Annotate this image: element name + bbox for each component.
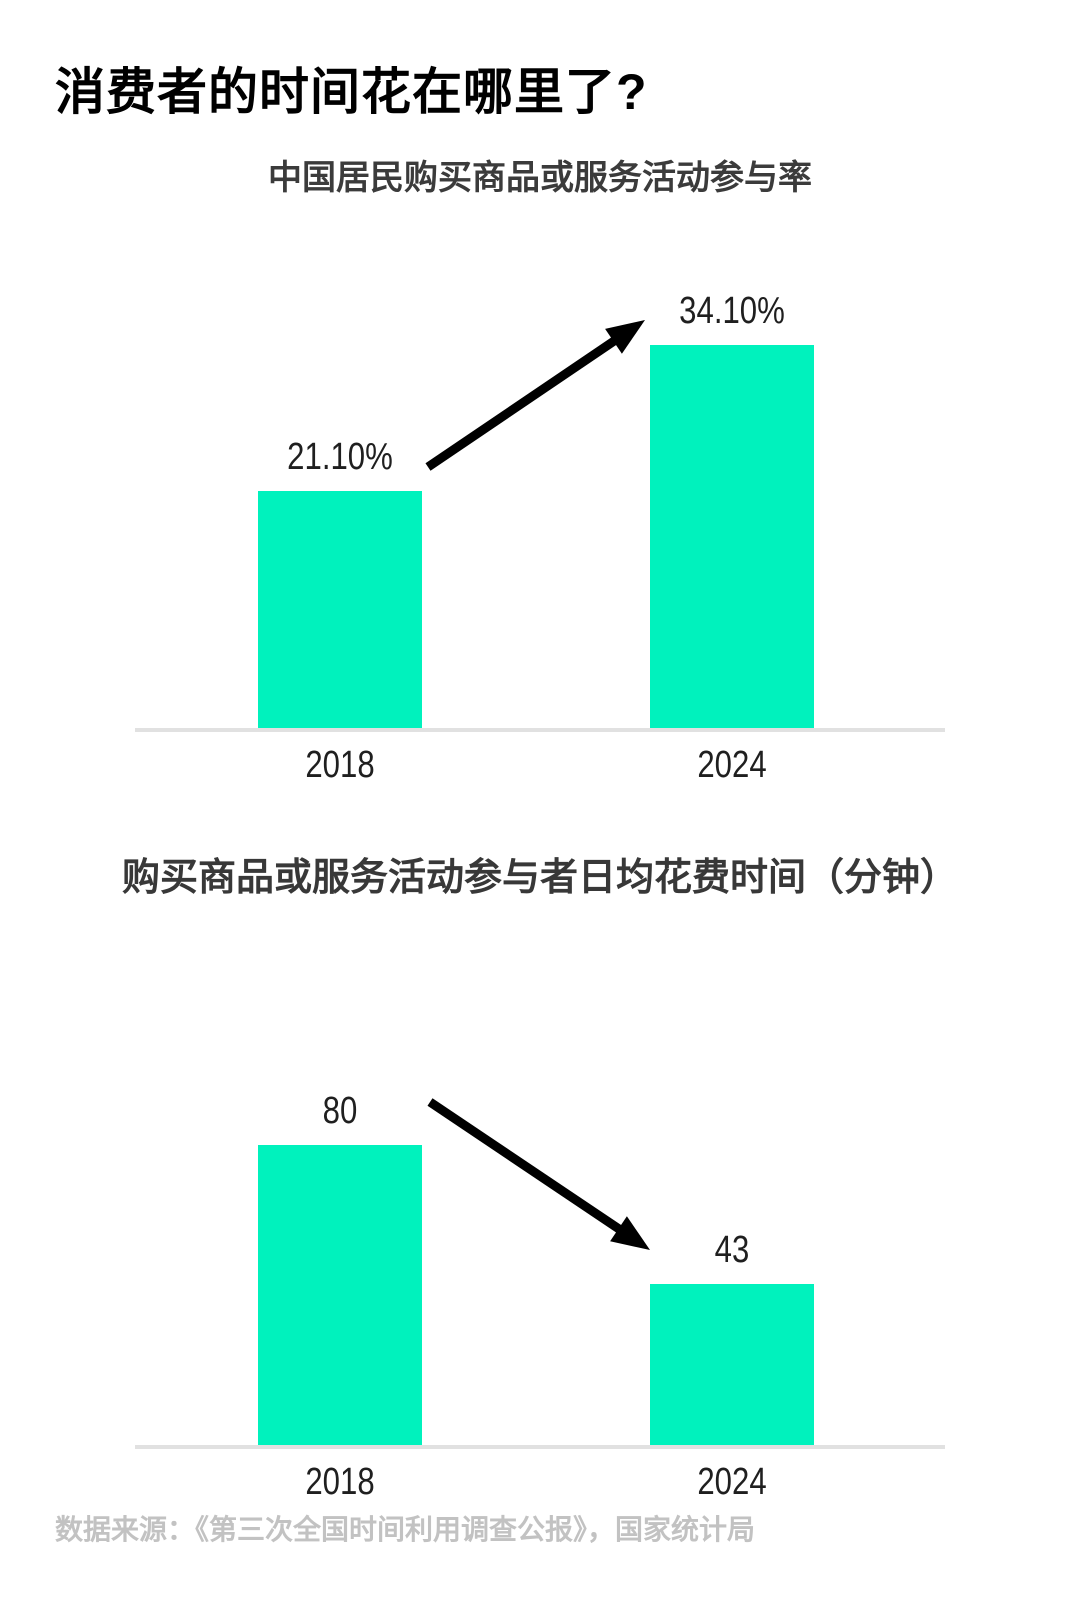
chart2-tick-2018: 2018 [305, 1461, 375, 1503]
chart1-value-label-2018: 21.10% [287, 436, 393, 478]
increase-arrow-icon [425, 320, 645, 471]
chart2-bar-2018 [258, 1145, 422, 1445]
chart2-x-axis [135, 1445, 945, 1449]
chart1-tick-2024: 2024 [697, 744, 767, 786]
chart2-tick-2024: 2024 [697, 1461, 767, 1503]
chart2-plot-area: 80 43 2018 2024 [135, 1090, 945, 1503]
decrease-arrow-icon [427, 1098, 650, 1250]
chart2-value-label-2018: 80 [322, 1090, 358, 1132]
chart2-value-label-2024: 43 [714, 1229, 750, 1271]
chart2-title: 购买商品或服务活动参与者日均花费时间（分钟） [121, 857, 958, 899]
chart1-bar-2024 [650, 345, 814, 728]
chart1-plot-area: 21.10% 34.10% 2018 2024 [135, 290, 945, 786]
page-title: 消费者的时间花在哪里了? [55, 64, 648, 120]
data-source-note: 数据来源：《第三次全国时间利用调查公报》，国家统计局 [55, 1514, 756, 1545]
chart1-title: 中国居民购买商品或服务活动参与率 [268, 159, 812, 197]
chart1-tick-2018: 2018 [305, 744, 375, 786]
chart1-value-label-2024: 34.10% [679, 290, 785, 332]
chart1-bar-2018 [258, 491, 422, 728]
chart1-x-axis [135, 728, 945, 732]
chart2-bar-2024 [650, 1284, 814, 1445]
